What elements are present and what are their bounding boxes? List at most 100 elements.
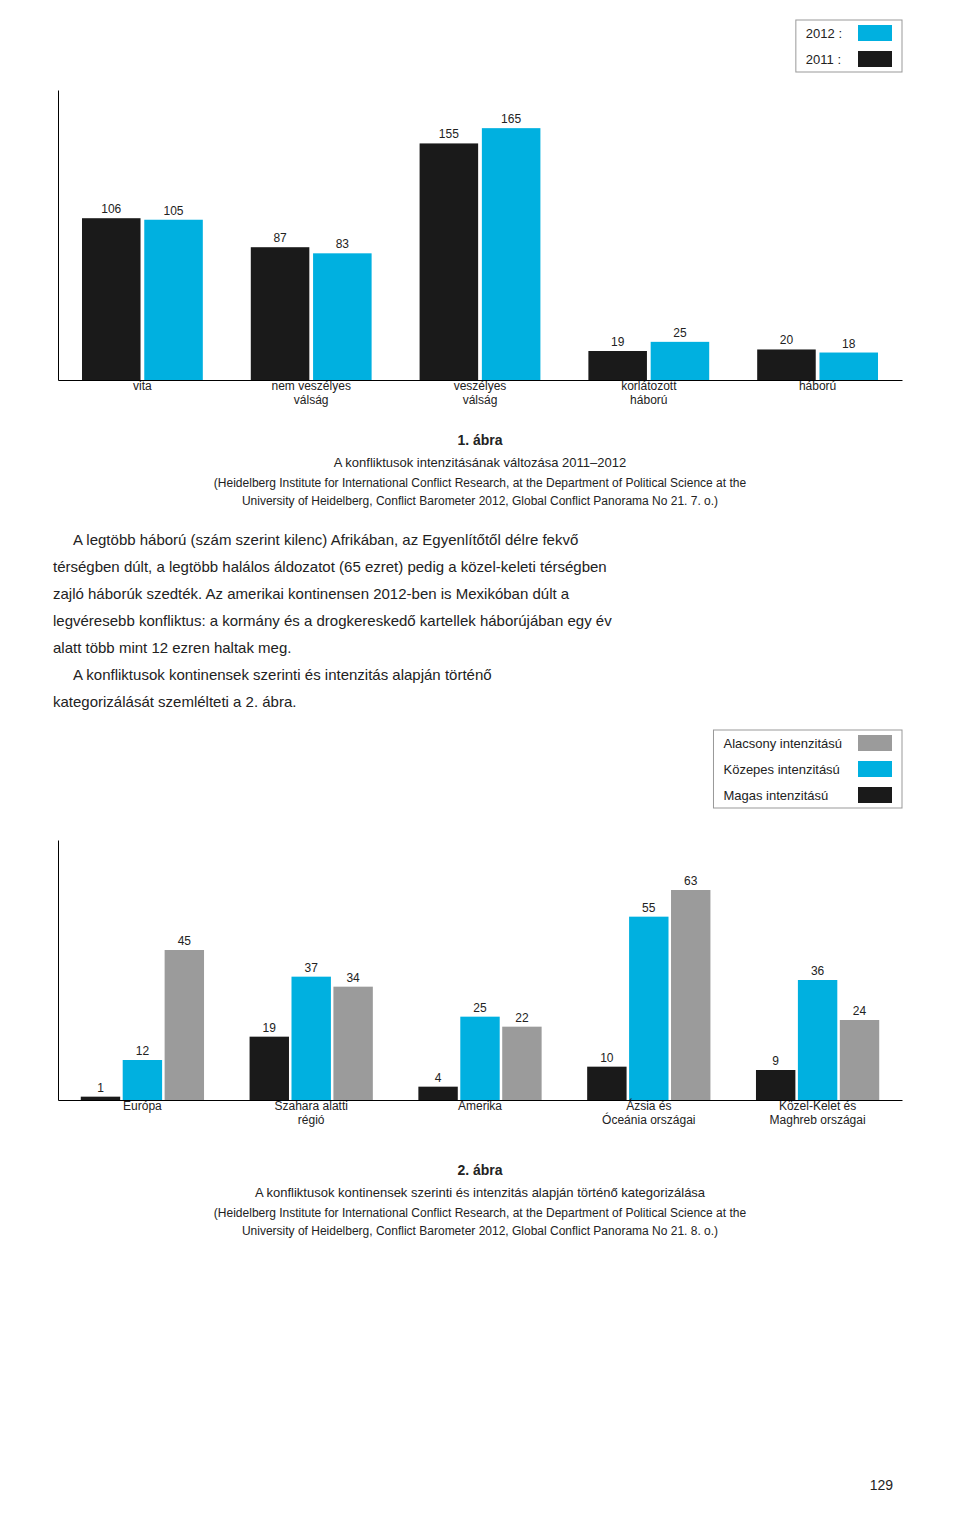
x-tick-label: veszélyesválság xyxy=(454,379,507,407)
bar xyxy=(82,218,141,380)
data-label: 105 xyxy=(164,204,184,218)
bar xyxy=(251,247,310,380)
y-axis xyxy=(58,91,59,381)
bar xyxy=(756,1070,795,1100)
x-tick-label: Közel-Kelet ésMaghreb országai xyxy=(770,1099,866,1127)
bar xyxy=(588,351,647,380)
bar xyxy=(840,1020,879,1100)
x-tick-label: korlátozottháború xyxy=(621,379,677,407)
legend-label: Alacsony intenzitású xyxy=(723,736,842,751)
chart: 119410912372555364534226324EurópaSzahara… xyxy=(59,730,903,1238)
x-tick: Szahara alattirégió xyxy=(275,1099,348,1127)
legend-label: Magas intenzitású xyxy=(723,788,828,803)
bar xyxy=(757,349,816,380)
bar xyxy=(460,1017,499,1100)
legend-label: 2011 : xyxy=(806,52,841,67)
data-label: 22 xyxy=(515,1011,529,1025)
legend-label: 2012 : xyxy=(806,26,842,41)
data-label: 9 xyxy=(772,1054,779,1068)
bar xyxy=(587,1067,626,1100)
data-label: 87 xyxy=(273,231,287,245)
data-label: 25 xyxy=(473,1001,487,1015)
chart-subtitle: A konfliktusok intenzitásának változása … xyxy=(334,455,626,470)
y-axis xyxy=(58,841,59,1101)
y-axis-line xyxy=(58,91,59,381)
body-line: legvéresebb konfliktus: a kormány és a d… xyxy=(53,612,612,629)
bar xyxy=(819,353,878,380)
data-label: 55 xyxy=(642,901,656,915)
chart-annotation: (Heidelberg Institute for International … xyxy=(214,476,747,490)
data-label: 18 xyxy=(842,337,856,351)
x-tick-label: Európa xyxy=(123,1099,162,1113)
bar xyxy=(482,128,541,380)
bar xyxy=(123,1060,162,1100)
x-tick: korlátozottháború xyxy=(621,379,677,407)
legend-swatch xyxy=(858,51,892,67)
data-label: 4 xyxy=(435,1071,442,1085)
bar xyxy=(629,917,668,1100)
chart-annotation: University of Heidelberg, Conflict Barom… xyxy=(242,494,718,508)
series xyxy=(165,890,880,1100)
data-label: 45 xyxy=(178,934,192,948)
legend-box xyxy=(713,730,902,808)
x-tick: veszélyesválság xyxy=(454,379,507,407)
chart-annotation: (Heidelberg Institute for International … xyxy=(214,1206,747,1220)
data-labels: 106 87 155 19 20 105 83 165 25 18 xyxy=(101,112,855,350)
body-line: kategorizálását szemlélteti a 2. ábra. xyxy=(53,693,296,710)
data-label: 155 xyxy=(439,127,459,141)
x-tick: Ázsia ésÓceánia országai xyxy=(602,1098,695,1127)
bar xyxy=(165,950,204,1100)
legend-swatch xyxy=(858,787,892,803)
bar xyxy=(250,1037,289,1100)
data-label: 63 xyxy=(684,874,698,888)
series xyxy=(82,143,816,380)
bar xyxy=(420,143,479,380)
bar xyxy=(502,1027,541,1100)
data-label: 83 xyxy=(336,237,350,251)
x-tick-label: vita xyxy=(133,379,152,393)
x-tick: Amerika xyxy=(458,1099,502,1113)
data-label: 20 xyxy=(780,333,794,347)
x-axis: vita nem veszélyesválság veszélyesválság ko… xyxy=(59,379,903,407)
x-tick: háború xyxy=(799,379,836,393)
data-label: 106 xyxy=(101,202,121,216)
series xyxy=(144,128,878,380)
page-number: 129 xyxy=(870,1477,894,1493)
body-line: A legtöbb háború (szám szerint kilenc) A… xyxy=(53,531,578,548)
legend-box xyxy=(796,20,902,72)
data-label: 165 xyxy=(501,112,521,126)
body-line: térségben dúlt, a legtöbb halálos áldoza… xyxy=(53,558,607,575)
legend-swatch xyxy=(858,735,892,751)
x-tick: nem veszélyesválság xyxy=(272,379,351,407)
data-label: 19 xyxy=(611,335,625,349)
body-line: zajló háborúk szedték. Az amerikai konti… xyxy=(53,585,570,602)
x-axis: Európa Szahara alattirégió Amerika Ázsia és… xyxy=(59,1098,903,1127)
x-tick-label: Amerika xyxy=(458,1099,502,1113)
chart-title: 2. ábra xyxy=(457,1162,502,1178)
data-label: 10 xyxy=(600,1051,614,1065)
x-tick: vita xyxy=(133,379,152,393)
series xyxy=(123,917,838,1100)
chart-subtitle: A konfliktusok kontinensek szerinti és i… xyxy=(255,1185,706,1200)
y-axis-line xyxy=(58,841,59,1101)
legend-label: Közepes intenzitású xyxy=(723,762,839,777)
legend: Alacsony intenzitású Közepes intenzitású M… xyxy=(713,730,902,808)
bar xyxy=(313,253,372,380)
data-label: 12 xyxy=(136,1044,150,1058)
data-label: 36 xyxy=(811,964,825,978)
bar xyxy=(418,1087,457,1100)
data-label: 37 xyxy=(305,961,319,975)
data-label: 1 xyxy=(97,1081,104,1095)
x-tick-label: nem veszélyesválság xyxy=(272,379,351,407)
body-line: A konfliktusok kontinensek szerinti és i… xyxy=(53,666,492,683)
data-label: 25 xyxy=(673,326,687,340)
x-tick: Közel-Kelet ésMaghreb országai xyxy=(770,1099,866,1127)
body-text: A legtöbb háború (szám szerint kilenc) A… xyxy=(53,531,612,710)
x-tick-label: Szahara alattirégió xyxy=(275,1099,348,1127)
bar xyxy=(798,980,837,1100)
data-labels: 119410912372555364534226324 xyxy=(97,874,866,1095)
legend: 2012 : 2011 : xyxy=(796,20,902,72)
bars xyxy=(82,128,878,380)
x-tick: Európa xyxy=(123,1099,162,1113)
bar xyxy=(144,220,203,380)
